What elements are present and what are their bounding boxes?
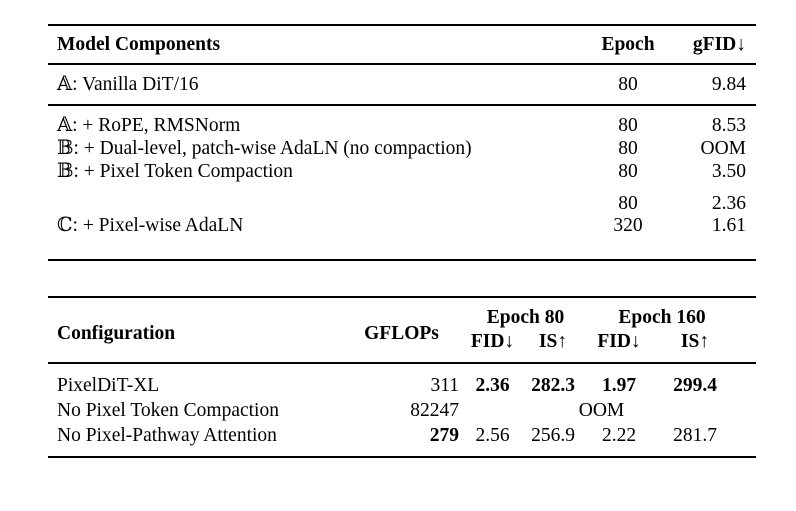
gfid-value: 1.61 (711, 215, 746, 236)
is-value: 256.9 (531, 425, 575, 446)
fid-value: 2.56 (475, 425, 510, 446)
comparison-header-epoch160: Epoch 160 (618, 307, 706, 328)
table-header-row: Configuration GFLOPs Epoch 80 Epoch 160 (48, 297, 756, 344)
epoch-value: 80 (618, 115, 638, 136)
gfid-value: 8.53 (711, 115, 746, 136)
ablation-header-gfid: gFID↓ (692, 34, 746, 55)
comparison-header-configuration: Configuration (57, 323, 176, 344)
config-label: No Pixel Token Compaction (57, 400, 279, 421)
ablation-header-epoch: Epoch (601, 34, 655, 55)
comparison-header-gflops: GFLOPs (364, 323, 439, 344)
config-label: No Pixel-Pathway Attention (57, 425, 277, 446)
ablation-table-header: Model Components Epoch gFID↓ (48, 25, 756, 64)
gfid-value: 3.50 (711, 161, 746, 182)
is-value: 299.4 (673, 375, 717, 396)
epoch-value: 80 (618, 193, 638, 214)
header-is-epoch80: IS↑ (538, 331, 568, 352)
ablation-table: Model Components Epoch gFID↓ 𝔸: Vanilla … (48, 24, 756, 261)
gfid-value: 2.36 (711, 193, 746, 214)
comparison-table-body: PixelDiT-XL 311 2.36 282.3 1.97 299.4 No… (48, 363, 756, 457)
model-component-label: 𝔸: + RoPE, RMSNorm (57, 115, 241, 136)
header-is-epoch160: IS↑ (680, 331, 710, 352)
table-row: 𝔹: + Dual-level, patch-wise AdaLN (no co… (48, 137, 756, 160)
model-component-label: 𝔹: + Dual-level, patch-wise AdaLN (no co… (57, 138, 472, 159)
is-value: 281.7 (673, 425, 717, 446)
model-component-label: 𝔸: Vanilla DiT/16 (57, 74, 199, 95)
gfid-value: OOM (700, 138, 746, 159)
oom-value: OOM (578, 400, 625, 421)
table-row: 𝔸: + RoPE, RMSNorm 80 8.53 (48, 105, 756, 137)
ablation-variants-section: 𝔸: + RoPE, RMSNorm 80 8.53 𝔹: + Dual-lev… (48, 105, 756, 260)
table-row: 𝔹: + Pixel Token Compaction 80 3.50 (48, 160, 756, 183)
fid-value: 2.22 (601, 425, 637, 446)
epoch-value: 320 (613, 215, 643, 236)
ablation-header-component: Model Components (57, 34, 221, 55)
table-row: ℂ: + Pixel-wise AdaLN 80 2.36 (48, 183, 756, 236)
table-row: 320 1.61 (48, 215, 756, 260)
epoch-value: 80 (618, 74, 638, 95)
comparison-table-header: Configuration GFLOPs Epoch 80 Epoch 160 … (48, 297, 757, 363)
config-label: PixelDiT-XL (57, 375, 160, 396)
fid-value: 1.97 (601, 375, 637, 396)
table-row: No Pixel-Pathway Attention 279 2.56 256.… (48, 423, 756, 457)
gflops-value: 279 (429, 425, 459, 446)
table-header-row: FID↓ IS↑ FID↓ IS↑ (48, 330, 756, 363)
header-fid-epoch80: FID↓ (470, 331, 515, 352)
table-row: No Pixel Token Compaction 82247 OOM (48, 398, 756, 423)
header-fid-epoch160: FID↓ (597, 331, 641, 352)
epoch-value: 80 (618, 138, 638, 159)
table-header-row: Model Components Epoch gFID↓ (48, 25, 756, 64)
model-component-label: ℂ: + Pixel-wise AdaLN (57, 215, 244, 236)
fid-value: 2.36 (475, 375, 510, 396)
table-row: 𝔸: Vanilla DiT/16 80 9.84 (48, 64, 756, 105)
comparison-table: Configuration GFLOPs Epoch 80 Epoch 160 … (48, 296, 757, 458)
epoch-value: 80 (618, 161, 638, 182)
gflops-value: 311 (430, 375, 459, 396)
comparison-header-epoch80: Epoch 80 (486, 307, 565, 328)
table-row: PixelDiT-XL 311 2.36 282.3 1.97 299.4 (48, 363, 756, 398)
model-component-label: 𝔹: + Pixel Token Compaction (57, 161, 293, 182)
is-value: 282.3 (531, 375, 575, 396)
ablation-baseline-section: 𝔸: Vanilla DiT/16 80 9.84 (48, 64, 756, 105)
gflops-value: 82247 (410, 400, 459, 421)
gfid-value: 9.84 (711, 74, 746, 95)
